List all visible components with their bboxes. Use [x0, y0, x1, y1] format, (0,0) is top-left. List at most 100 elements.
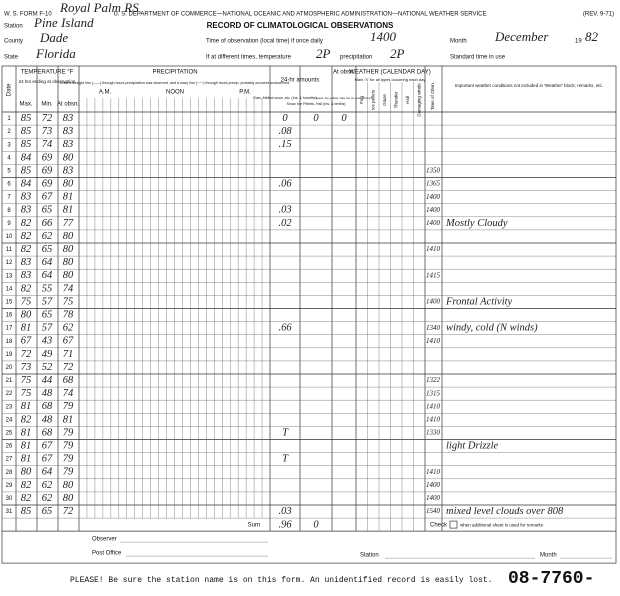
year-prefix: 19 — [575, 39, 582, 45]
cell: 67 — [42, 192, 53, 203]
date: 8 — [7, 208, 11, 214]
column-header: PRECIPITATION — [152, 70, 197, 76]
cell: 83 — [63, 126, 74, 137]
cell: 75 — [21, 388, 32, 399]
obs-time: 1400 — [370, 29, 397, 44]
date: 7 — [7, 195, 11, 201]
cell: 1400 — [426, 193, 441, 201]
date: 20 — [6, 365, 13, 371]
cell: 1400 — [426, 481, 441, 489]
title: RECORD OF CLIMATOLOGICAL OBSERVATIONS — [207, 21, 394, 30]
observer-label: Observer — [92, 537, 117, 543]
cell: 1322 — [426, 376, 441, 384]
cell: 62 — [63, 323, 74, 334]
column-header: Snow, Ice pellets, hail, ice on ground (… — [316, 96, 372, 100]
column-header: Date — [7, 83, 13, 96]
cell: 83 — [21, 257, 32, 268]
precip-label: precipitation — [340, 55, 372, 61]
cell: 80 — [63, 231, 74, 242]
station-label: Station — [360, 553, 379, 559]
check-note: when additional sheet is used for remark… — [460, 522, 544, 527]
cell: 83 — [21, 270, 32, 281]
cell: 52 — [42, 362, 53, 373]
date: 19 — [6, 352, 13, 358]
cell: 1400 — [426, 206, 441, 214]
cell: 62 — [42, 231, 53, 242]
cell: 80 — [63, 257, 74, 268]
standard-time-label: Standard time in use — [450, 55, 506, 61]
date: 24 — [6, 417, 13, 423]
cell: Frontal Activity — [445, 296, 513, 307]
cell: 1315 — [426, 389, 441, 397]
cell: 64 — [42, 467, 53, 478]
cell: 44 — [42, 375, 53, 386]
cell: 85 — [21, 139, 32, 150]
month: December — [494, 29, 549, 44]
cell: 83 — [63, 139, 74, 150]
sum-label: Sum — [248, 523, 260, 529]
column-header: Important weather conditions not include… — [455, 83, 603, 88]
cell: 81 — [21, 427, 32, 438]
cell: 75 — [63, 296, 74, 307]
cell: 81 — [63, 414, 74, 425]
column-header: 24 hrs ending at observation — [19, 79, 76, 84]
date: 14 — [6, 286, 13, 292]
cell: 67 — [21, 336, 32, 347]
cell: .03 — [278, 205, 291, 216]
cell: windy, cold (N winds) — [446, 323, 538, 334]
column-header: At obsn. — [57, 102, 79, 108]
column-header: Mark 'X' for all types occurring each da… — [355, 77, 426, 82]
cell: 57 — [42, 296, 53, 307]
column-header: Max. — [19, 102, 32, 108]
cell: 1410 — [426, 415, 441, 423]
cell: 65 — [42, 205, 53, 216]
date: 23 — [6, 404, 13, 410]
cell: 79 — [63, 454, 74, 465]
notice: PLEASE! Be sure the station name is on t… — [70, 576, 492, 585]
cell: T — [282, 427, 289, 438]
stamp: 08-7760- — [508, 569, 594, 589]
cell: 0 — [282, 113, 288, 124]
cell: 1400 — [426, 219, 441, 227]
cell: 74 — [42, 139, 53, 150]
column-header: P.M. — [239, 90, 251, 96]
cell: 72 — [63, 506, 74, 517]
cell: 1410 — [426, 402, 441, 410]
column-header: Fog — [359, 96, 364, 104]
cell: 75 — [21, 375, 32, 386]
cell: 79 — [63, 401, 74, 412]
cell: 82 — [21, 493, 32, 504]
cell: 77 — [63, 218, 74, 229]
obs-time-label: Time of observation (local time) if once… — [206, 39, 323, 45]
column-header: At obsn. — [333, 70, 355, 76]
date: 17 — [6, 326, 13, 332]
cell: 1340 — [426, 324, 441, 332]
cell: 82 — [21, 231, 32, 242]
cell: .66 — [278, 323, 292, 334]
cell: 72 — [63, 362, 74, 373]
temp-time: 2P — [316, 46, 331, 61]
cell: T — [282, 454, 289, 465]
column-header: 24-hr amounts — [281, 78, 320, 84]
form-id: W. S. FORM F-10 — [4, 12, 52, 18]
cell: 80 — [63, 493, 74, 504]
sum-snow: 0 — [313, 520, 319, 531]
cell: 85 — [21, 506, 32, 517]
year: 82 — [585, 29, 599, 44]
cell: .15 — [278, 139, 291, 150]
date: 29 — [6, 483, 13, 489]
cell: 68 — [42, 427, 53, 438]
month-label: Month — [450, 39, 467, 45]
cell: 73 — [42, 126, 53, 137]
frame — [1, 65, 617, 564]
cell: 67 — [42, 454, 53, 465]
precip-time: 2P — [390, 46, 405, 61]
cell: 85 — [21, 113, 32, 124]
cell: 82 — [21, 414, 32, 425]
date: 13 — [6, 273, 13, 279]
date: 11 — [6, 247, 13, 253]
county-label: County — [4, 39, 23, 45]
cell: 1400 — [426, 298, 441, 306]
column-header: Thunder — [394, 91, 399, 108]
